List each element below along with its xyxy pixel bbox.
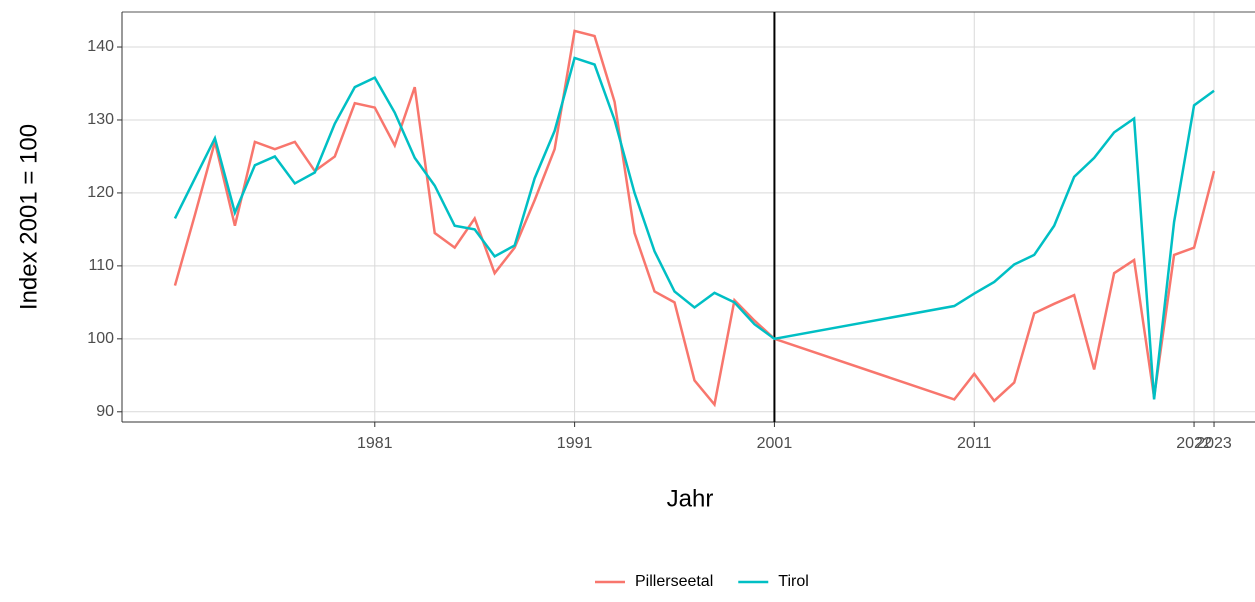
- y-tick-label: 140: [87, 38, 114, 55]
- y-tick-label: 100: [87, 330, 114, 347]
- y-axis-label: Index 2001 = 100: [15, 124, 42, 310]
- y-tick-label: 130: [87, 111, 114, 128]
- x-tick-label: 2023: [1196, 435, 1232, 452]
- y-tick-label: 110: [88, 257, 114, 274]
- x-tick-label: 1981: [357, 435, 393, 452]
- x-tick-label: 2022: [1176, 435, 1212, 452]
- series-line: [173, 29, 1216, 408]
- x-tick-label: 2011: [957, 435, 992, 452]
- y-tick-label: 120: [87, 184, 114, 201]
- y-tick-label: 90: [96, 403, 114, 420]
- legend-label: Pillerseetal: [635, 573, 713, 590]
- x-axis-label: Jahr: [667, 485, 714, 512]
- x-tick-label: 1991: [557, 435, 593, 452]
- series-line: [173, 56, 1215, 400]
- x-tick-label: 2001: [757, 435, 793, 452]
- legend-label: Tirol: [778, 573, 809, 590]
